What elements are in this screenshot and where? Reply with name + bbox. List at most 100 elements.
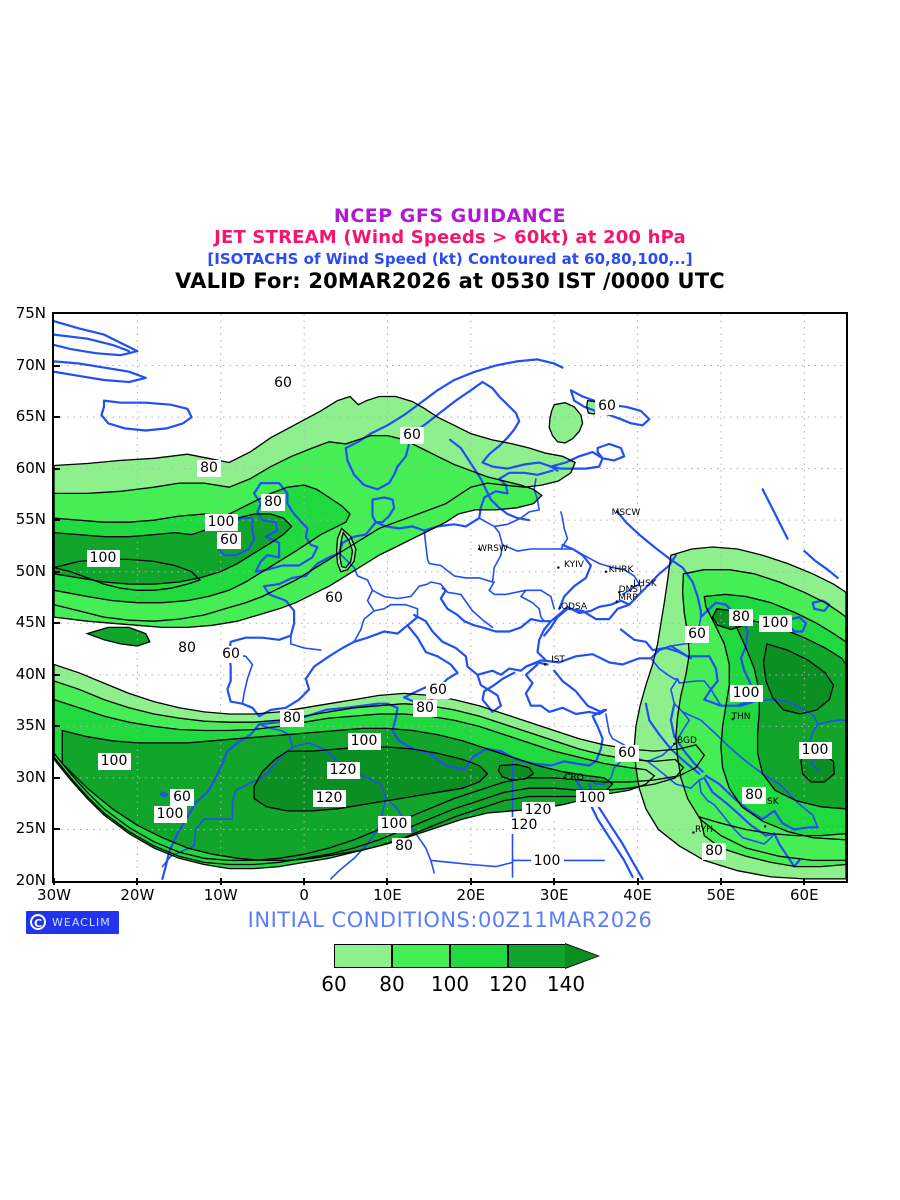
- y-axis-label-75n: 75N: [15, 304, 46, 322]
- colorbar-label-100: 100: [430, 972, 470, 996]
- x-axis-label-10e: 10E: [373, 886, 402, 904]
- contour-label-120: 120: [521, 802, 555, 819]
- contour-label-100: 100: [204, 514, 238, 531]
- x-axis-tick: [803, 878, 806, 885]
- weaclim-logo-text: WEACLIM: [52, 916, 111, 929]
- colorbar: 60 80 100 120 140: [0, 943, 900, 996]
- contour-label-60: 60: [170, 789, 194, 806]
- colorbar-segment-3: [508, 944, 566, 968]
- coastline-layer: [54, 320, 846, 881]
- contour-label-100: 100: [530, 853, 564, 870]
- y-axis-tick: [53, 622, 60, 625]
- title-product: JET STREAM (Wind Speeds > 60kt) at 200 h…: [214, 227, 686, 248]
- y-axis-tick: [53, 776, 60, 779]
- contour-label-100: 100: [575, 790, 609, 807]
- contour-label-60: 60: [219, 646, 243, 663]
- y-axis-tick: [53, 673, 60, 676]
- contour-label-80: 80: [413, 700, 437, 717]
- y-axis-label-65n: 65N: [15, 407, 46, 426]
- x-axis-tick: [303, 878, 306, 885]
- map-plot-area: [52, 312, 848, 883]
- title-model: NCEP GFS GUIDANCE: [333, 205, 567, 227]
- contour-label-100: 100: [729, 685, 763, 702]
- x-axis-tick: [719, 878, 722, 885]
- colorbar-labels: 60 80 100 120 140: [320, 972, 585, 996]
- y-axis-label-50n: 50N: [15, 561, 46, 580]
- contour-label-60: 60: [615, 745, 639, 762]
- colorbar-segment-0: [334, 944, 392, 968]
- y-axis-label-55n: 55N: [15, 510, 46, 529]
- contour-label-80: 80: [175, 640, 199, 657]
- contour-label-100: 100: [798, 742, 832, 759]
- x-axis-tick: [553, 878, 556, 885]
- weaclim-logo: C WEACLIM: [26, 911, 119, 934]
- city-label-bgd: BGD: [677, 736, 697, 746]
- contour-label-100: 100: [758, 615, 792, 632]
- x-axis-tick: [386, 878, 389, 885]
- city-label-dnst: DNST: [618, 585, 644, 595]
- colorbar-high-arrow: [565, 944, 598, 968]
- contour-label-60: 60: [271, 375, 295, 392]
- contour-label-60: 60: [400, 427, 424, 444]
- y-axis-tick: [53, 364, 60, 367]
- contour-label-60: 60: [595, 398, 619, 415]
- x-axis-label-40e: 40E: [623, 886, 652, 904]
- y-axis-label-70n: 70N: [15, 355, 46, 374]
- x-axis-label-20w: 20W: [120, 886, 155, 904]
- colorbar-label-80: 80: [379, 972, 405, 996]
- contour-label-80: 80: [261, 494, 285, 511]
- title-valid-time: VALID For: 20MAR2026 at 0530 IST /0000 U…: [175, 269, 725, 293]
- title-isotachs-note: [ISOTACHS of Wind Speed (kt) Contoured a…: [207, 250, 693, 268]
- colorbar-swatches: [299, 943, 600, 969]
- y-axis-tick: [53, 467, 60, 470]
- contour-label-120: 120: [312, 790, 346, 807]
- contour-label-80: 80: [702, 843, 726, 860]
- city-label-thn: THN: [731, 712, 751, 722]
- x-axis-label-50e: 50E: [706, 886, 736, 904]
- contour-label-80: 80: [392, 838, 416, 855]
- y-axis-label-60n: 60N: [15, 458, 46, 477]
- initial-conditions-text: INITIAL CONDITIONS:00Z11MAR2026: [247, 908, 653, 932]
- y-axis-tick: [53, 570, 60, 573]
- contour-label-100: 100: [86, 550, 120, 567]
- contour-label-60: 60: [426, 682, 450, 699]
- x-axis-tick: [53, 878, 55, 885]
- contour-label-100: 100: [153, 806, 187, 823]
- x-axis-tick: [469, 878, 472, 885]
- isotach-map-svg: [54, 314, 846, 881]
- contour-label-120: 120: [507, 817, 541, 834]
- y-axis-label-45n: 45N: [15, 613, 46, 632]
- colorbar-segment-1: [392, 944, 450, 968]
- colorbar-label-120: 120: [488, 972, 528, 996]
- isotach-contour-layer: [54, 395, 846, 880]
- city-label-ryh: RYH: [695, 825, 713, 835]
- y-axis-tick: [53, 828, 60, 831]
- city-label-mscw: MSCW: [611, 508, 641, 518]
- y-axis-label-20n: 20N: [15, 871, 46, 889]
- contour-label-80: 80: [729, 609, 753, 626]
- contour-label-100: 100: [377, 816, 411, 833]
- city-label-ist: IST: [551, 655, 565, 665]
- contour-label-60: 60: [322, 590, 346, 607]
- contour-label-60: 60: [685, 626, 709, 643]
- contour-label-80: 80: [197, 460, 221, 477]
- colorbar-segment-2: [450, 944, 508, 968]
- title-block: NCEP GFS GUIDANCE JET STREAM (Wind Speed…: [0, 205, 900, 293]
- x-axis-label-60e: 60E: [790, 886, 819, 904]
- colorbar-label-60: 60: [321, 972, 347, 996]
- colorbar-low-arrow: [300, 944, 334, 968]
- x-axis-label-30w: 30W: [37, 886, 71, 904]
- city-label-msk: MSK: [759, 797, 779, 807]
- y-axis-label-25n: 25N: [15, 819, 46, 838]
- y-axis-label-30n: 30N: [15, 767, 46, 786]
- city-label-odsa: ODSA: [560, 602, 588, 612]
- contour-label-80: 80: [742, 787, 766, 804]
- x-axis-label-20e: 20E: [456, 886, 486, 904]
- contour-label-60: 60: [217, 532, 241, 549]
- contour-label-80: 80: [280, 710, 304, 727]
- colorbar-label-140: 140: [546, 972, 586, 996]
- y-axis-label-35n: 35N: [15, 716, 46, 735]
- city-label-wrsw: WRSW: [478, 544, 508, 554]
- city-label-khrk: KHRK: [608, 565, 634, 575]
